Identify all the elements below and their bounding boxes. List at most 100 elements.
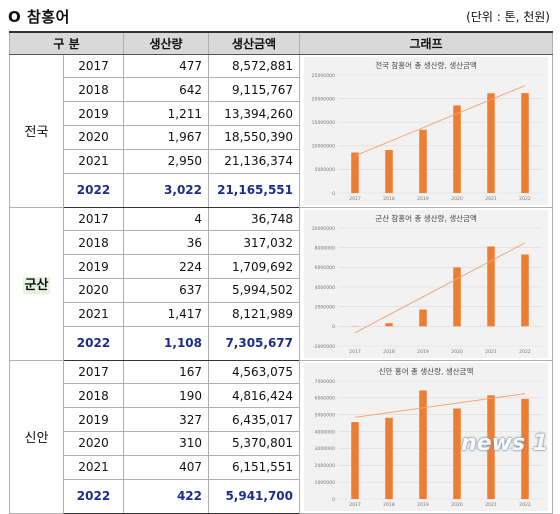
year-cell: 2022 — [64, 479, 124, 513]
amount-cell: 21,165,551 — [209, 173, 300, 207]
y-tick-label: 7000000 — [315, 378, 336, 384]
bar-chart: 군산 참홍어 총 생산량, 생산금액 -2000000 0 2000000 400000… — [304, 210, 548, 358]
region-label: 군산 — [10, 207, 64, 360]
amount-cell: 6,435,017 — [209, 408, 300, 432]
bar — [521, 93, 528, 193]
production-cell: 327 — [124, 408, 209, 432]
chart-cell: 군산 참홍어 총 생산량, 생산금액 -2000000 0 2000000 400000… — [300, 207, 553, 360]
year-cell: 2021 — [64, 455, 124, 479]
year-cell: 2019 — [64, 102, 124, 126]
year-cell: 2018 — [64, 78, 124, 102]
production-cell: 4 — [124, 207, 209, 231]
x-tick-label: 2022 — [519, 196, 531, 202]
year-cell: 2022 — [64, 326, 124, 360]
year-cell: 2019 — [64, 408, 124, 432]
chart-background — [304, 210, 548, 358]
y-tick-label: 5000000 — [315, 167, 336, 173]
y-tick-label: 5000000 — [315, 412, 336, 418]
y-tick-label: 0 — [332, 190, 335, 196]
y-tick-label: 1000000 — [315, 479, 336, 485]
x-tick-label: 2020 — [451, 502, 463, 508]
amount-cell: 8,121,989 — [209, 302, 300, 326]
y-tick-label: 6000000 — [315, 395, 336, 401]
year-cell: 2018 — [64, 384, 124, 408]
header-graph: 그래프 — [300, 32, 553, 54]
page-title: O 참홍어 — [8, 6, 70, 27]
y-tick-label: 8000000 — [315, 245, 336, 251]
bar — [351, 152, 358, 192]
region-text: 군산 — [23, 277, 51, 294]
region-text: 전국 — [25, 125, 49, 140]
amount-cell: 5,941,700 — [209, 479, 300, 513]
amount-cell: 5,994,502 — [209, 279, 300, 303]
year-cell: 2019 — [64, 255, 124, 279]
news1-watermark: news 1 — [461, 431, 548, 456]
y-tick-label: 3000000 — [315, 446, 336, 452]
x-tick-label: 2021 — [485, 196, 497, 202]
year-cell: 2017 — [64, 207, 124, 231]
bar — [419, 129, 426, 192]
chart-title: 신안 홍어 총 생산량, 생산금액 — [379, 366, 474, 376]
production-cell: 190 — [124, 384, 209, 408]
year-cell: 2022 — [64, 173, 124, 207]
x-tick-label: 2020 — [451, 349, 463, 355]
production-cell: 422 — [124, 479, 209, 513]
bar — [351, 422, 358, 499]
y-tick-label: 4000000 — [315, 284, 336, 290]
year-cell: 2020 — [64, 432, 124, 456]
year-cell: 2017 — [64, 360, 124, 384]
bar — [453, 267, 460, 326]
x-tick-label: 2017 — [349, 196, 361, 202]
production-cell: 224 — [124, 255, 209, 279]
bar — [487, 246, 494, 326]
production-cell: 1,417 — [124, 302, 209, 326]
amount-cell: 13,394,260 — [209, 102, 300, 126]
x-tick-label: 2018 — [383, 349, 395, 355]
amount-cell: 1,709,692 — [209, 255, 300, 279]
bar — [453, 105, 460, 193]
production-cell: 3,022 — [124, 173, 209, 207]
y-tick-label: 0 — [332, 324, 335, 330]
amount-cell: 21,136,374 — [209, 149, 300, 173]
y-tick-label: 2000000 — [315, 304, 336, 310]
x-tick-label: 2017 — [349, 502, 361, 508]
production-cell: 637 — [124, 279, 209, 303]
x-tick-label: 2021 — [485, 349, 497, 355]
amount-cell: 6,151,551 — [209, 455, 300, 479]
chart-title: 군산 참홍어 총 생산량, 생산금액 — [375, 213, 477, 223]
x-tick-label: 2017 — [349, 349, 361, 355]
x-tick-label: 2022 — [519, 502, 531, 508]
year-cell: 2021 — [64, 149, 124, 173]
x-tick-label: 2019 — [417, 196, 429, 202]
production-cell: 477 — [124, 54, 209, 78]
production-cell: 407 — [124, 455, 209, 479]
x-tick-label: 2018 — [383, 502, 395, 508]
bar — [419, 390, 426, 498]
amount-cell: 18,550,390 — [209, 126, 300, 150]
production-cell: 642 — [124, 78, 209, 102]
y-tick-label: 20000000 — [312, 96, 335, 102]
bar — [453, 408, 460, 499]
x-tick-label: 2020 — [451, 196, 463, 202]
y-tick-label: 10000000 — [312, 143, 335, 149]
year-cell: 2017 — [64, 54, 124, 78]
y-tick-label: 15000000 — [312, 120, 335, 126]
production-cell: 1,967 — [124, 126, 209, 150]
production-cell: 1,108 — [124, 326, 209, 360]
x-tick-label: 2022 — [519, 349, 531, 355]
y-tick-label: 0 — [332, 496, 335, 502]
y-tick-label: -2000000 — [313, 343, 335, 349]
header-production: 생산량 — [124, 32, 209, 54]
production-cell: 2,950 — [124, 149, 209, 173]
production-cell: 310 — [124, 432, 209, 456]
year-cell: 2020 — [64, 279, 124, 303]
chart-title: 전국 참홍어 총 생산량, 생산금액 — [375, 60, 477, 70]
bar — [385, 149, 392, 192]
amount-cell: 9,115,767 — [209, 78, 300, 102]
region-label: 전국 — [10, 54, 64, 207]
bar-chart: 전국 참홍어 총 생산량, 생산금액 0 5000000 10000000 150000… — [304, 57, 548, 205]
y-tick-label: 10000000 — [312, 225, 335, 231]
x-tick-label: 2018 — [383, 196, 395, 202]
